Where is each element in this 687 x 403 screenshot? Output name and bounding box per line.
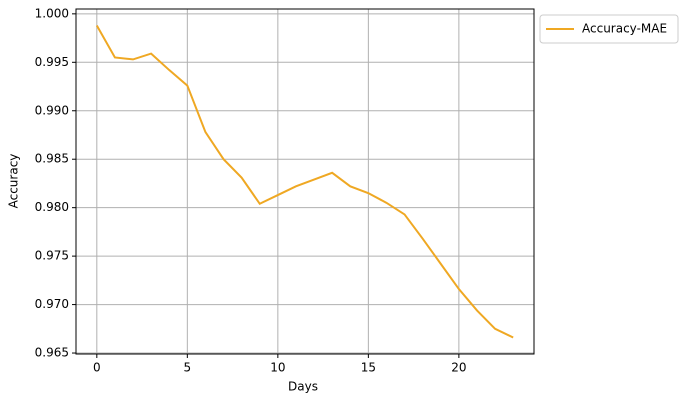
legend-box: [539, 14, 679, 44]
data-line: [95, 24, 514, 339]
x-tick-label: 15: [361, 361, 376, 375]
plot-frame: [75, 8, 535, 355]
y-tick-label: 0.970: [35, 297, 69, 311]
legend-label: Accuracy-MAE: [582, 22, 667, 36]
x-tick-label: 0: [93, 361, 101, 375]
y-axis-label: Accuracy: [7, 154, 21, 209]
y-tick-label: 0.975: [35, 249, 69, 263]
y-tick-label: 0.985: [35, 152, 69, 166]
y-tick-label: 0.965: [35, 346, 69, 360]
x-tick-label: 5: [184, 361, 192, 375]
y-tick-label: 1.000: [35, 6, 69, 20]
x-axis-label: Days: [288, 380, 318, 394]
y-tick-label: 0.980: [35, 200, 69, 214]
x-tick-label: 20: [451, 361, 466, 375]
x-tick-label: 10: [270, 361, 285, 375]
y-tick-label: 0.995: [35, 55, 69, 69]
y-tick-label: 0.990: [35, 103, 69, 117]
